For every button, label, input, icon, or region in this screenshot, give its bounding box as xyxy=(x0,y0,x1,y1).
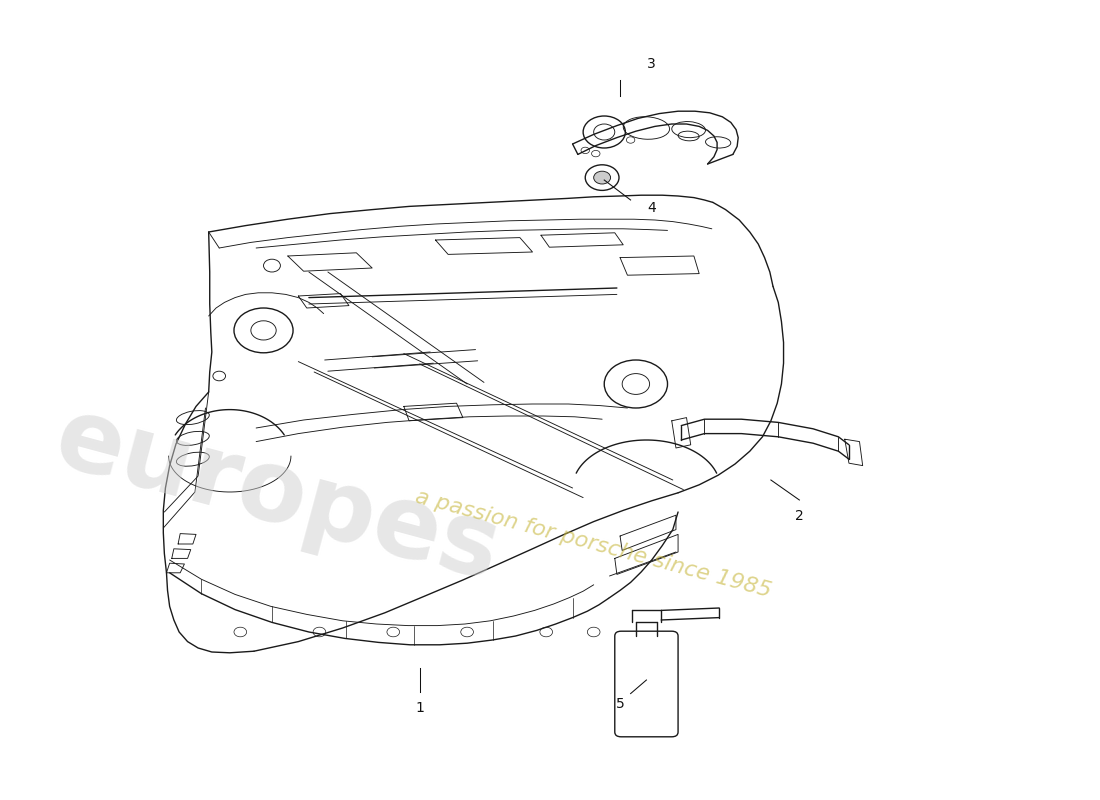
Text: 1: 1 xyxy=(415,701,425,715)
Text: 4: 4 xyxy=(647,201,656,215)
Text: europes: europes xyxy=(44,390,510,602)
Text: 2: 2 xyxy=(795,509,804,523)
Circle shape xyxy=(594,171,610,184)
Text: a passion for porsche since 1985: a passion for porsche since 1985 xyxy=(414,486,774,602)
Text: 3: 3 xyxy=(647,57,656,71)
Text: 5: 5 xyxy=(616,697,625,711)
